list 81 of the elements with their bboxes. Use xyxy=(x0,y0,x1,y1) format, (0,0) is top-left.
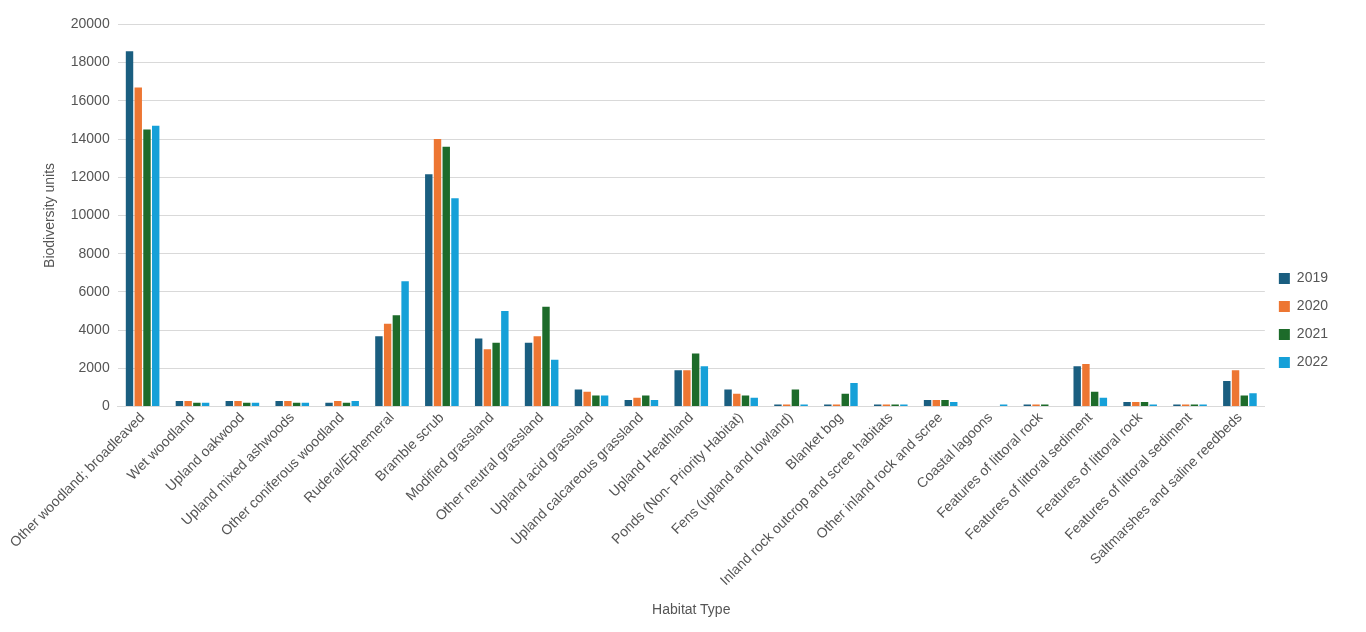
bar xyxy=(683,370,691,406)
bar xyxy=(433,139,442,406)
legend-label: 2020 xyxy=(1296,297,1329,314)
bar xyxy=(1240,395,1248,406)
bar xyxy=(950,402,958,406)
bar xyxy=(451,198,459,406)
bar xyxy=(134,87,142,406)
bar xyxy=(633,397,641,406)
bar xyxy=(600,395,609,406)
bar xyxy=(650,399,659,406)
y-tick-label: 20000 xyxy=(70,15,110,32)
bar xyxy=(551,359,559,406)
bar xyxy=(1090,391,1099,406)
y-tick-label: 16000 xyxy=(70,91,110,108)
bar xyxy=(524,342,533,406)
bar xyxy=(1099,397,1108,406)
bar xyxy=(392,315,401,406)
bar xyxy=(733,393,741,406)
bar xyxy=(700,366,709,406)
bar xyxy=(474,338,483,406)
bar xyxy=(1073,366,1081,406)
bar xyxy=(592,395,600,406)
bar xyxy=(325,402,333,406)
y-tick-label: 14000 xyxy=(70,129,110,146)
bar xyxy=(401,281,409,406)
y-tick-label: 2000 xyxy=(78,359,110,376)
bar xyxy=(425,174,433,406)
bar xyxy=(375,336,383,406)
bar xyxy=(1082,363,1090,406)
bar xyxy=(674,370,682,406)
bar xyxy=(533,336,541,406)
bar xyxy=(923,399,932,406)
bar xyxy=(234,400,242,406)
y-tick-label: 10000 xyxy=(70,206,110,223)
bar xyxy=(932,399,940,406)
bar xyxy=(501,310,509,406)
bar xyxy=(1249,393,1257,406)
bar xyxy=(841,393,849,406)
bar xyxy=(642,395,650,406)
bar xyxy=(791,389,800,406)
bar xyxy=(184,400,192,406)
bar xyxy=(483,349,492,406)
bar xyxy=(724,389,732,406)
bar xyxy=(1223,380,1231,406)
bar xyxy=(1123,402,1131,406)
y-tick-label: 12000 xyxy=(70,168,110,185)
bar xyxy=(691,353,700,406)
bar xyxy=(850,382,858,406)
bar xyxy=(193,402,201,406)
y-tick-label: 0 xyxy=(101,397,110,414)
y-tick-label: 6000 xyxy=(78,282,110,299)
bar xyxy=(1140,402,1149,406)
bar xyxy=(125,51,134,406)
legend-label: 2022 xyxy=(1296,353,1329,370)
bar xyxy=(383,323,392,406)
bar xyxy=(1132,402,1140,406)
y-axis-title: Biodiversity units xyxy=(41,162,58,268)
legend-label: 2019 xyxy=(1296,269,1329,286)
bar xyxy=(542,306,550,406)
bar xyxy=(1231,370,1240,406)
y-tick-label: 8000 xyxy=(78,244,110,261)
bar xyxy=(143,129,151,406)
y-tick-label: 18000 xyxy=(70,53,110,70)
bar xyxy=(351,400,359,406)
y-tick-label: 4000 xyxy=(78,320,110,337)
bar xyxy=(574,389,583,406)
bar xyxy=(334,400,342,406)
bar xyxy=(275,400,283,406)
bar xyxy=(583,391,591,406)
legend-label: 2021 xyxy=(1296,325,1329,342)
bar xyxy=(442,146,450,406)
x-axis-title: Habitat Type xyxy=(652,601,731,618)
bar xyxy=(941,399,949,406)
bar xyxy=(152,125,160,406)
bar xyxy=(175,400,184,406)
bar xyxy=(492,342,500,406)
bar xyxy=(750,397,758,406)
bar xyxy=(741,395,750,406)
bar xyxy=(284,400,292,406)
bar xyxy=(624,399,633,406)
bar xyxy=(225,400,233,406)
